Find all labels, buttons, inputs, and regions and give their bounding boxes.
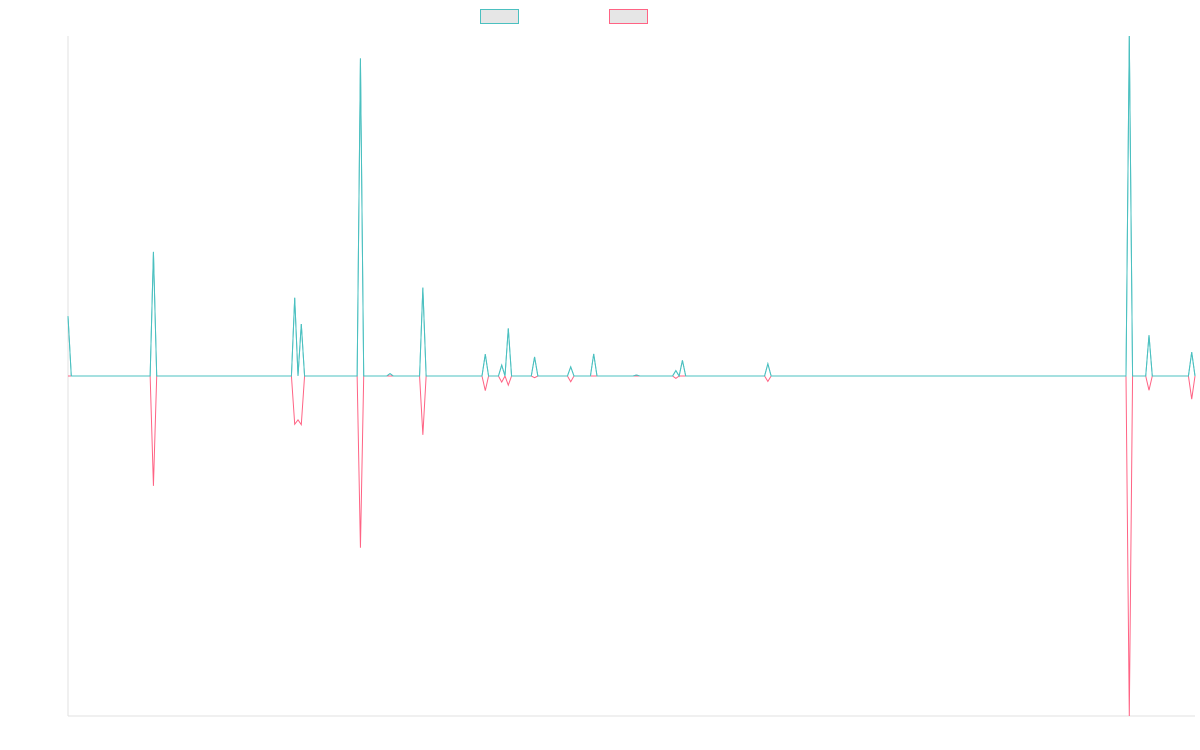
legend-item-series-b[interactable] bbox=[609, 9, 654, 24]
legend bbox=[480, 9, 654, 24]
series-layer bbox=[67, 35, 1196, 717]
legend-item-series-a[interactable] bbox=[480, 9, 525, 24]
legend-swatch-series-b bbox=[609, 9, 648, 24]
series-line-a bbox=[67, 35, 1196, 378]
series-line-a-overlay bbox=[67, 35, 1196, 378]
legend-swatch-series-a bbox=[480, 9, 519, 24]
series-line-b bbox=[68, 374, 1196, 717]
